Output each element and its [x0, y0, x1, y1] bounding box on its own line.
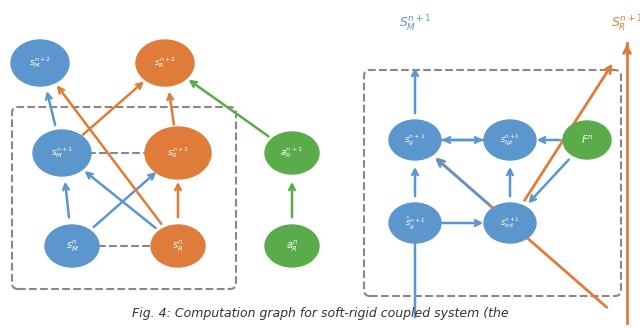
Ellipse shape: [484, 203, 536, 243]
Text: $s_R^{n+1}$: $s_R^{n+1}$: [167, 146, 189, 160]
Ellipse shape: [265, 225, 319, 267]
Ellipse shape: [563, 121, 611, 159]
Text: $S_R^{n+1}$: $S_R^{n+1}$: [611, 14, 640, 34]
Text: Fig. 4: Computation graph for soft-rigid coupled system (the: Fig. 4: Computation graph for soft-rigid…: [132, 308, 508, 320]
Ellipse shape: [45, 225, 99, 267]
Ellipse shape: [389, 203, 441, 243]
Text: $s_M^{n+2}$: $s_M^{n+2}$: [29, 55, 51, 71]
Ellipse shape: [484, 120, 536, 160]
Text: $S_M^{n+1}$: $S_M^{n+1}$: [399, 14, 431, 34]
Text: $a_R^n$: $a_R^n$: [286, 238, 298, 254]
Text: $s_R^n$: $s_R^n$: [172, 238, 184, 254]
Ellipse shape: [11, 40, 69, 86]
Text: $s_{tgt}^{n+1}$: $s_{tgt}^{n+1}$: [500, 132, 520, 148]
Text: $\hat{s}_g^{n+1}$: $\hat{s}_g^{n+1}$: [404, 215, 425, 231]
Text: $s_g^{n+1}$: $s_g^{n+1}$: [404, 132, 426, 148]
Text: $s_{init}^{n+1}$: $s_{init}^{n+1}$: [500, 215, 520, 231]
Ellipse shape: [151, 225, 205, 267]
Text: $a_R^{n+1}$: $a_R^{n+1}$: [280, 146, 303, 160]
Ellipse shape: [33, 130, 91, 176]
Ellipse shape: [136, 40, 194, 86]
Ellipse shape: [389, 120, 441, 160]
Ellipse shape: [265, 132, 319, 174]
Text: $s_M^{n+1}$: $s_M^{n+1}$: [51, 146, 73, 160]
Text: $s_M^n$: $s_M^n$: [66, 238, 78, 254]
Text: $s_R^{n+2}$: $s_R^{n+2}$: [154, 55, 176, 71]
Text: $F^n$: $F^n$: [580, 134, 593, 146]
Ellipse shape: [145, 127, 211, 179]
